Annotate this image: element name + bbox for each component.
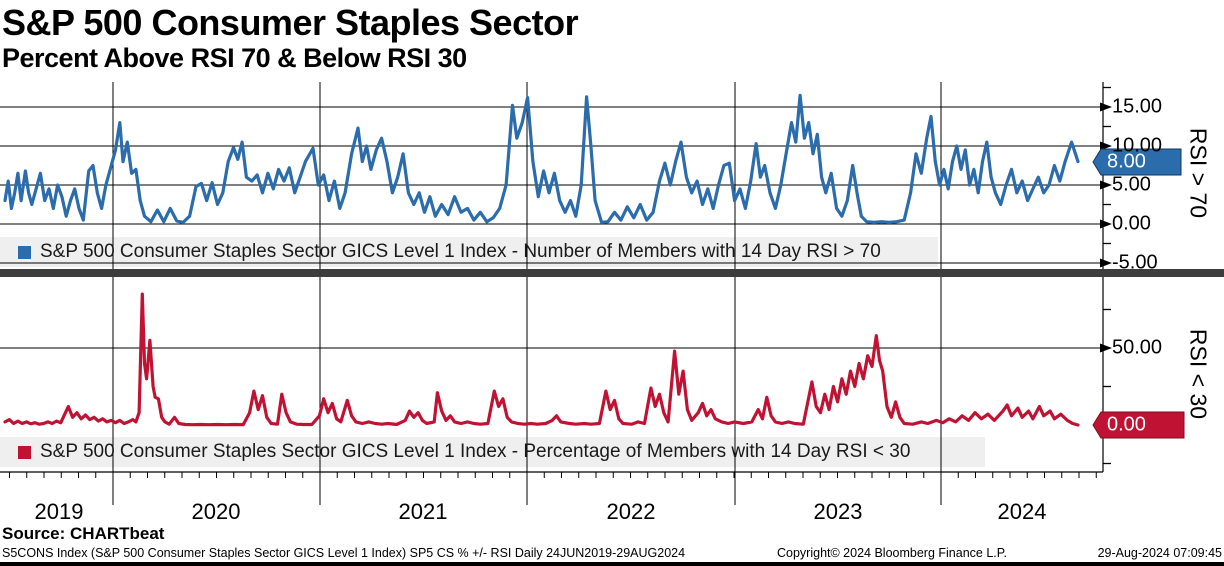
- right-axis-title-rsi-below-30: RSI < 30: [1185, 328, 1212, 420]
- legend-bottom-label: S&P 500 Consumer Staples Sector GICS Lev…: [40, 441, 911, 462]
- ytick-top-neg5: -5.00: [1112, 251, 1158, 274]
- last-value-tag-bottom: 0.00: [1107, 413, 1146, 436]
- right-axis-title-rsi-above-70: RSI > 70: [1185, 127, 1212, 219]
- footer-timestamp: 29-Aug-2024 07:09:45: [1097, 546, 1222, 560]
- xtick-year-2023: 2023: [813, 499, 863, 524]
- last-value-tag-top: 8.00: [1107, 150, 1146, 173]
- page-title: S&P 500 Consumer Staples Sector: [2, 2, 579, 43]
- xtick-year-2022: 2022: [606, 499, 656, 524]
- xtick-year-2019: 2019: [34, 499, 84, 524]
- ytick-top-10: 10.00: [1112, 134, 1163, 157]
- xtick-year-2024: 2024: [997, 499, 1047, 524]
- xtick-year-2020: 2020: [191, 499, 241, 524]
- ytick-top-15: 15.00: [1112, 95, 1163, 118]
- ytick-top-5: 5.00: [1112, 173, 1151, 196]
- legend-top-panel: S&P 500 Consumer Staples Sector GICS Lev…: [0, 237, 881, 267]
- legend-top-label: S&P 500 Consumer Staples Sector GICS Lev…: [40, 241, 881, 262]
- ytick-top-0: 0.00: [1112, 212, 1151, 235]
- legend-swatch-blue-icon: [18, 245, 31, 259]
- legend-swatch-red-icon: [18, 445, 31, 459]
- source-label: Source: CHARTbeat: [2, 524, 165, 543]
- ytick-bottom-50: 50.00: [1112, 336, 1163, 359]
- page-subtitle: Percent Above RSI 70 & Below RSI 30: [2, 43, 467, 73]
- footer-security-info: S5CONS Index (S&P 500 Consumer Staples S…: [2, 546, 686, 560]
- legend-bottom-panel: S&P 500 Consumer Staples Sector GICS Lev…: [0, 437, 910, 467]
- xtick-year-2021: 2021: [398, 499, 448, 524]
- footer-copyright: Copyright© 2024 Bloomberg Finance L.P.: [777, 546, 1007, 560]
